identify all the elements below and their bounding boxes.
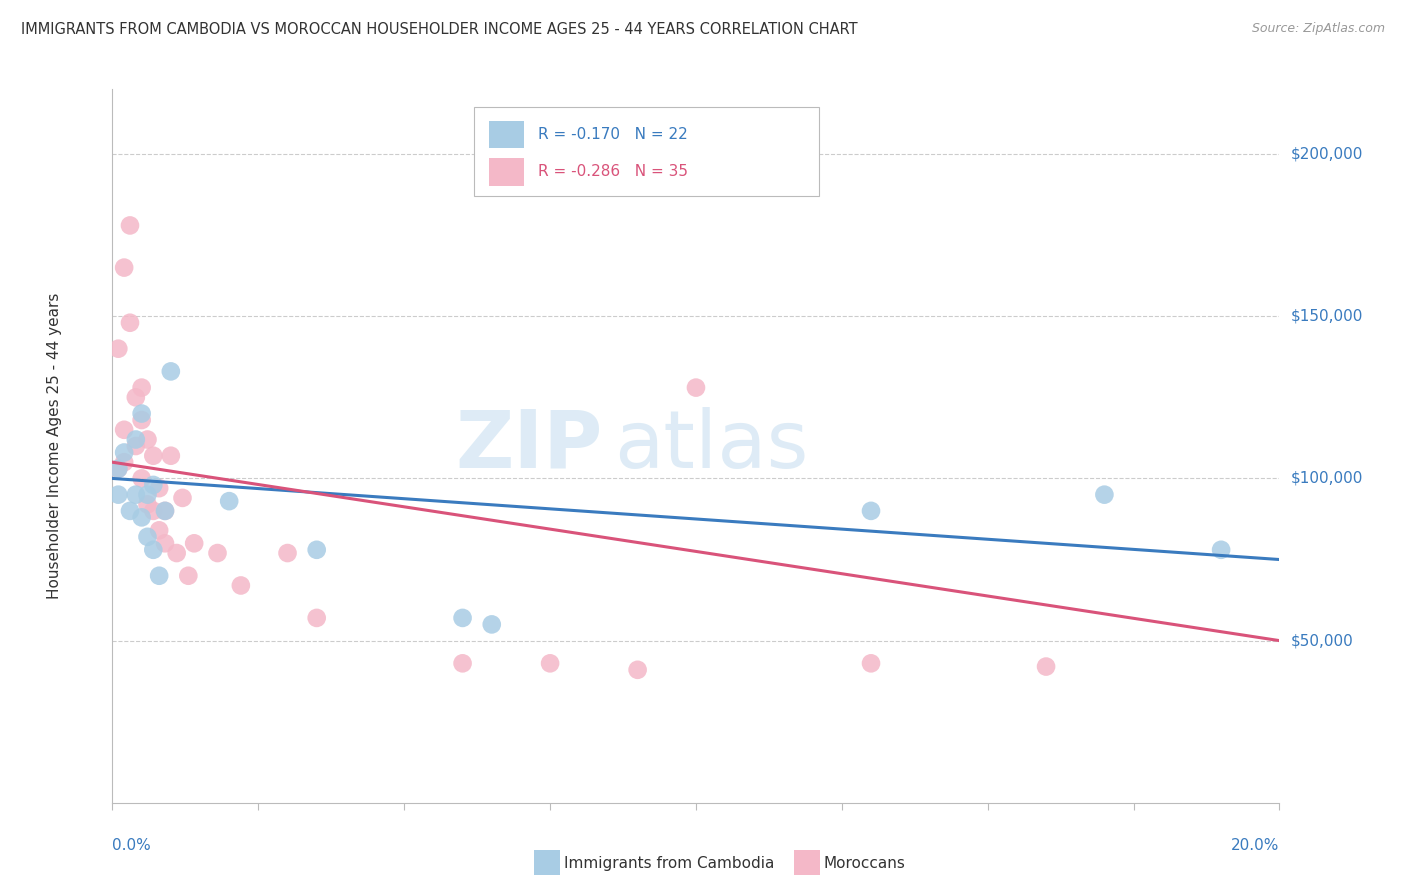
Point [118,504,141,518]
Point [276,546,298,560]
Point [125,439,148,453]
Point [183,536,205,550]
Point [1209,542,1232,557]
Point [172,491,194,505]
Text: IMMIGRANTS FROM CAMBODIA VS MOROCCAN HOUSEHOLDER INCOME AGES 25 - 44 YEARS CORRE: IMMIGRANTS FROM CAMBODIA VS MOROCCAN HOU… [21,22,858,37]
Point [148,524,170,538]
Point [125,390,148,404]
Point [153,536,176,550]
Point [153,504,176,518]
Point [305,611,328,625]
Text: Householder Income Ages 25 - 44 years: Householder Income Ages 25 - 44 years [46,293,62,599]
Text: atlas: atlas [614,407,808,485]
Point [177,568,200,582]
Text: R = -0.170   N = 22: R = -0.170 N = 22 [538,128,688,143]
Point [148,481,170,495]
Point [136,488,159,502]
Point [451,657,474,671]
Text: Source: ZipAtlas.com: Source: ZipAtlas.com [1251,22,1385,36]
Point [142,504,165,518]
Point [685,381,707,395]
Point [153,504,176,518]
Text: $200,000: $200,000 [1291,146,1362,161]
Text: 0.0%: 0.0% [112,838,152,854]
Bar [489,121,524,148]
Point [136,497,159,511]
Point [131,381,153,395]
Point [131,471,153,485]
Point [107,461,129,475]
Point [131,510,153,524]
Point [627,663,650,677]
Text: 20.0%: 20.0% [1232,838,1279,854]
Point [305,542,328,557]
Point [142,478,165,492]
Text: R = -0.286   N = 35: R = -0.286 N = 35 [538,164,689,179]
Point [125,488,148,502]
Point [860,504,883,518]
Point [136,530,159,544]
Point [131,413,153,427]
Text: Immigrants from Cambodia: Immigrants from Cambodia [564,856,775,871]
Point [118,219,141,233]
Text: ZIP: ZIP [456,407,603,485]
Point [112,455,135,469]
Point [160,449,183,463]
Point [218,494,240,508]
Point [125,433,148,447]
Point [107,461,129,475]
Point [860,657,883,671]
Point [131,407,153,421]
Text: Moroccans: Moroccans [824,856,905,871]
Point [451,611,474,625]
Point [142,449,165,463]
Point [148,568,170,582]
Point [1094,488,1116,502]
Point [107,488,129,502]
Point [207,546,229,560]
Point [1035,659,1057,673]
Point [142,542,165,557]
Point [481,617,503,632]
Point [136,433,159,447]
Text: $100,000: $100,000 [1291,471,1362,486]
Point [118,316,141,330]
Point [229,578,252,592]
Point [112,260,135,275]
Bar [489,159,524,186]
Point [112,423,135,437]
Point [107,342,129,356]
Point [112,445,135,459]
Text: $50,000: $50,000 [1291,633,1354,648]
Point [160,364,183,378]
FancyBboxPatch shape [474,107,818,196]
Point [538,657,561,671]
Point [166,546,188,560]
Text: $150,000: $150,000 [1291,309,1362,324]
